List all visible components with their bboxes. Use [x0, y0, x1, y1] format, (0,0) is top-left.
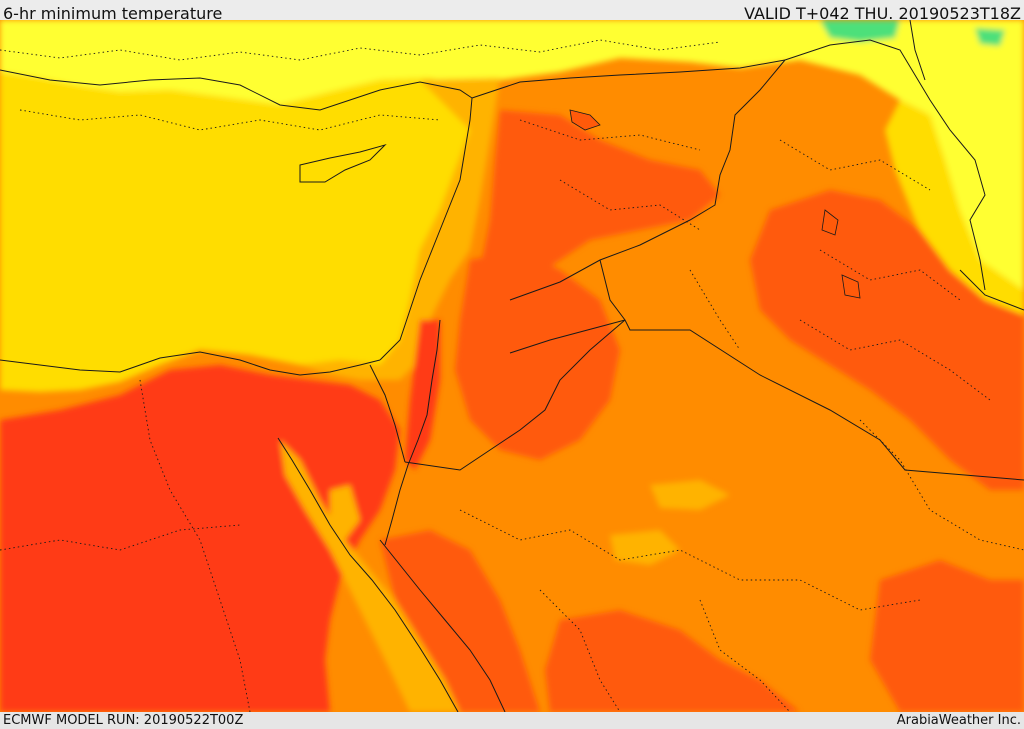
dotted-boundary-1: [519, 119, 701, 151]
coastline-gulf: [959, 269, 1024, 311]
band-amber-levant: [300, 78, 500, 380]
coastlines: [0, 69, 1024, 376]
temperature-bands: [0, 20, 1024, 712]
lakes: [569, 109, 861, 299]
band-light-yellow-north: [0, 20, 1024, 115]
header-bar: 6-hr minimum temperature VALID T+042 THU…: [0, 0, 1024, 20]
band-red-jordan-valley: [405, 320, 440, 470]
coastline-anatolia: [0, 69, 473, 111]
valid-time-label: VALID T+042 THU. 20190523T18Z: [744, 4, 1021, 20]
band-dark-orange-iraq: [750, 190, 1024, 490]
dotted-boundary-11: [19, 109, 441, 131]
band-yellow-east: [885, 100, 1024, 320]
border-turkey-iran: [784, 39, 986, 291]
band-dark-orange-hejaz: [380, 530, 540, 712]
band-amber-saudi-center: [610, 530, 680, 565]
model-run-label: ECMWF MODEL RUN: 20190522T00Z: [3, 713, 244, 728]
province-boundaries: [0, 39, 1024, 712]
lake-razazza: [841, 274, 861, 299]
band-green-east: [975, 28, 1005, 46]
coastline-levant: [379, 97, 473, 361]
lake-tharthar: [821, 209, 839, 236]
temperature-map: [0, 20, 1024, 712]
country-borders: [369, 20, 1024, 546]
band-amber-sinai: [330, 485, 360, 540]
border-iraq-jordan-saudi: [599, 259, 1024, 481]
band-yellow-mediterranean: [0, 72, 470, 392]
temperature-map-canvas: [0, 20, 1024, 712]
band-dark-orange-najd: [545, 610, 800, 712]
border-jordan-valley: [384, 319, 441, 546]
dotted-boundary-14: [689, 269, 741, 351]
dotted-boundary-5: [799, 319, 991, 401]
border-syria-iraq: [509, 59, 786, 301]
band-green-north-east: [820, 20, 900, 42]
credit-label: ArabiaWeather Inc.: [896, 713, 1021, 728]
band-red-egypt: [0, 365, 400, 712]
border-egypt-israel: [369, 364, 406, 463]
lake-assad: [569, 109, 601, 131]
band-amber-red-sea: [280, 440, 460, 712]
border-jordan-saudi: [404, 319, 626, 471]
dotted-boundary-9: [0, 524, 241, 551]
band-amber-saudi-north: [650, 480, 730, 510]
cyprus-outline: [299, 144, 387, 183]
map-title: 6-hr minimum temperature: [3, 4, 223, 20]
band-dark-orange-jordan: [455, 250, 620, 460]
dotted-boundary-7: [539, 589, 621, 712]
red-sea-outline-east: [379, 539, 506, 712]
coastline-north-africa: [0, 351, 381, 376]
band-dark-orange-syria: [480, 110, 720, 295]
band-dark-orange-east-south: [870, 560, 1024, 712]
border-turkey-syria: [471, 59, 786, 99]
border-iran-iraq: [909, 20, 926, 81]
footer-bar: ECMWF MODEL RUN: 20190522T00Z ArabiaWeat…: [0, 712, 1024, 729]
red-sea-outline: [277, 437, 459, 712]
